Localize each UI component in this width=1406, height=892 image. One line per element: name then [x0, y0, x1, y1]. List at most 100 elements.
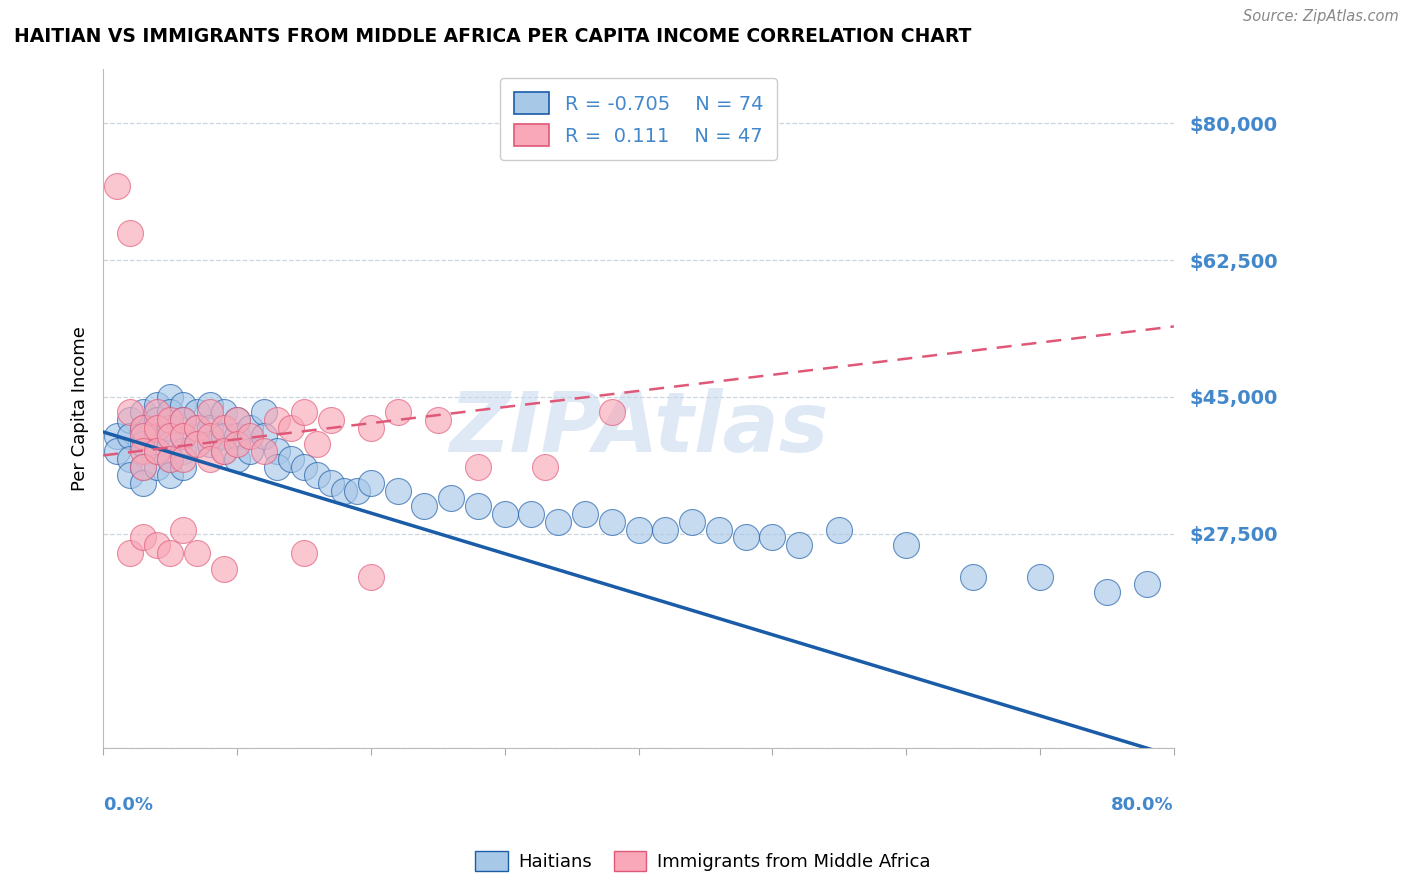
- Point: [212, 562, 235, 576]
- Legend: R = -0.705    N = 74, R =  0.111    N = 47: R = -0.705 N = 74, R = 0.111 N = 47: [501, 78, 776, 160]
- Point: [707, 523, 730, 537]
- Point: [132, 421, 155, 435]
- Point: [734, 531, 756, 545]
- Point: [226, 452, 249, 467]
- Point: [145, 444, 167, 458]
- Point: [159, 390, 181, 404]
- Point: [132, 475, 155, 490]
- Point: [172, 444, 194, 458]
- Point: [200, 429, 222, 443]
- Point: [172, 460, 194, 475]
- Point: [212, 429, 235, 443]
- Point: [520, 507, 543, 521]
- Point: [292, 546, 315, 560]
- Point: [159, 405, 181, 419]
- Point: [118, 546, 141, 560]
- Point: [186, 436, 208, 450]
- Point: [159, 546, 181, 560]
- Point: [200, 405, 222, 419]
- Point: [494, 507, 516, 521]
- Point: [186, 421, 208, 435]
- Point: [828, 523, 851, 537]
- Point: [440, 491, 463, 506]
- Point: [186, 405, 208, 419]
- Point: [360, 475, 382, 490]
- Point: [280, 421, 302, 435]
- Point: [319, 413, 342, 427]
- Point: [226, 436, 249, 450]
- Point: [600, 515, 623, 529]
- Point: [896, 538, 918, 552]
- Point: [172, 523, 194, 537]
- Text: ZIPAtlas: ZIPAtlas: [449, 388, 828, 469]
- Point: [159, 421, 181, 435]
- Point: [132, 405, 155, 419]
- Point: [307, 436, 329, 450]
- Point: [159, 452, 181, 467]
- Point: [172, 429, 194, 443]
- Point: [226, 413, 249, 427]
- Point: [239, 421, 262, 435]
- Point: [292, 460, 315, 475]
- Point: [226, 413, 249, 427]
- Point: [145, 421, 167, 435]
- Point: [132, 444, 155, 458]
- Point: [467, 460, 489, 475]
- Point: [172, 452, 194, 467]
- Point: [118, 405, 141, 419]
- Point: [467, 499, 489, 513]
- Text: Source: ZipAtlas.com: Source: ZipAtlas.com: [1243, 9, 1399, 24]
- Point: [239, 444, 262, 458]
- Point: [159, 436, 181, 450]
- Point: [172, 413, 194, 427]
- Point: [159, 413, 181, 427]
- Text: 80.0%: 80.0%: [1111, 796, 1174, 814]
- Point: [118, 429, 141, 443]
- Point: [132, 436, 155, 450]
- Point: [253, 429, 276, 443]
- Point: [266, 444, 288, 458]
- Point: [761, 531, 783, 545]
- Point: [118, 452, 141, 467]
- Point: [200, 421, 222, 435]
- Point: [1136, 577, 1159, 591]
- Point: [186, 436, 208, 450]
- Text: HAITIAN VS IMMIGRANTS FROM MIDDLE AFRICA PER CAPITA INCOME CORRELATION CHART: HAITIAN VS IMMIGRANTS FROM MIDDLE AFRICA…: [14, 27, 972, 45]
- Point: [105, 444, 128, 458]
- Point: [627, 523, 650, 537]
- Point: [280, 452, 302, 467]
- Point: [360, 421, 382, 435]
- Point: [962, 569, 984, 583]
- Point: [226, 429, 249, 443]
- Point: [239, 429, 262, 443]
- Point: [413, 499, 436, 513]
- Point: [600, 405, 623, 419]
- Legend: Haitians, Immigrants from Middle Africa: Haitians, Immigrants from Middle Africa: [468, 844, 938, 879]
- Point: [145, 429, 167, 443]
- Point: [212, 444, 235, 458]
- Point: [118, 226, 141, 240]
- Point: [787, 538, 810, 552]
- Point: [145, 413, 167, 427]
- Point: [319, 475, 342, 490]
- Point: [360, 569, 382, 583]
- Point: [186, 546, 208, 560]
- Text: 0.0%: 0.0%: [103, 796, 153, 814]
- Point: [292, 405, 315, 419]
- Point: [145, 405, 167, 419]
- Point: [186, 421, 208, 435]
- Point: [307, 467, 329, 482]
- Point: [574, 507, 596, 521]
- Point: [172, 413, 194, 427]
- Point: [534, 460, 557, 475]
- Point: [253, 444, 276, 458]
- Point: [172, 429, 194, 443]
- Point: [387, 405, 409, 419]
- Point: [547, 515, 569, 529]
- Point: [132, 429, 155, 443]
- Point: [145, 444, 167, 458]
- Point: [426, 413, 449, 427]
- Point: [212, 421, 235, 435]
- Point: [387, 483, 409, 498]
- Point: [105, 178, 128, 193]
